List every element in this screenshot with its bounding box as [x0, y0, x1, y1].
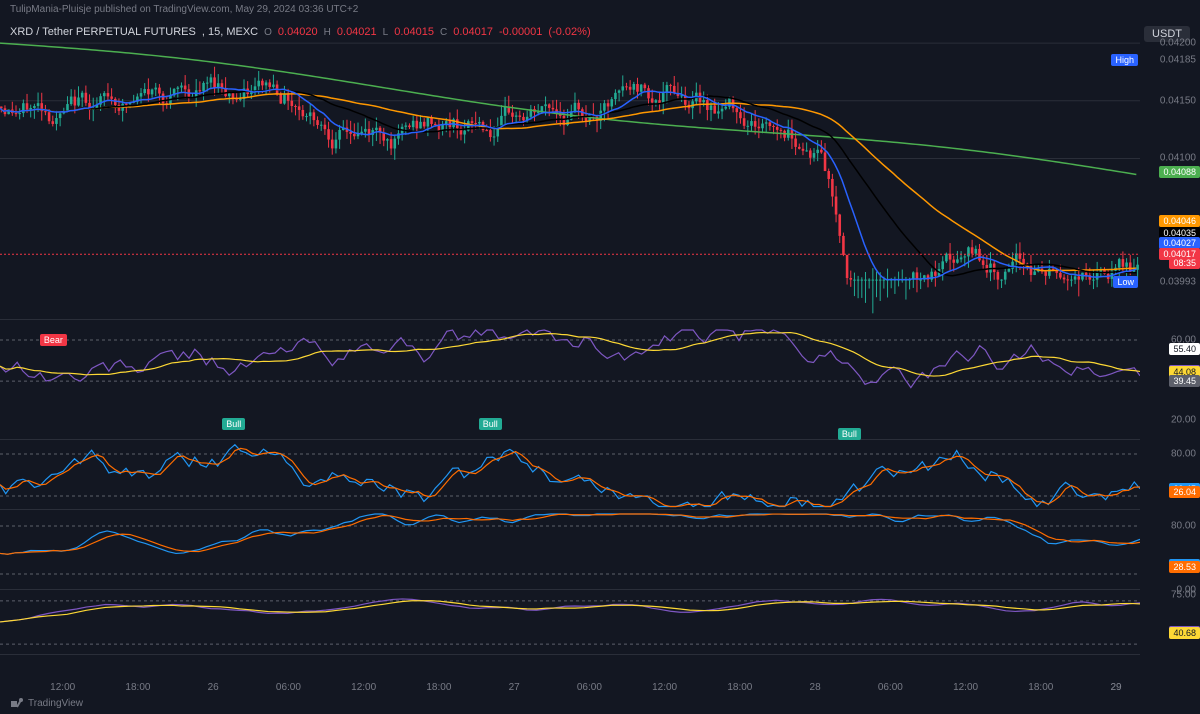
low-label: Low — [1113, 276, 1138, 288]
publish-header: TulipMania-Pluisje published on TradingV… — [10, 4, 358, 15]
price-label: 0.04088 — [1159, 166, 1200, 178]
indicator-label: 26.04 — [1169, 486, 1200, 498]
indicator-label: 28.53 — [1169, 561, 1200, 573]
price-tick: 75.00 — [1171, 590, 1196, 601]
price-tick: 0.03993 — [1160, 276, 1196, 287]
price-tick: 0.04150 — [1160, 95, 1196, 106]
time-tick: 12:00 — [50, 682, 75, 693]
indicator-label: 39.45 — [1169, 375, 1200, 387]
high-label: High — [1111, 54, 1138, 66]
price-label: 0.04046 — [1159, 215, 1200, 227]
time-tick: 18:00 — [1028, 682, 1053, 693]
time-axis[interactable]: 12:00 18:00 26 06:00 12:00 18:00 27 06:00 12:00 1… — [0, 682, 1140, 696]
price-tick: 20.00 — [1171, 415, 1196, 426]
time-tick: 29 — [1110, 682, 1121, 693]
time-tick: 06:00 — [878, 682, 903, 693]
time-tick: 18:00 — [426, 682, 451, 693]
time-tick: 06:00 — [577, 682, 602, 693]
price-label: 0.04027 — [1159, 237, 1200, 249]
time-tick: 12:00 — [953, 682, 978, 693]
time-tick: 28 — [810, 682, 821, 693]
price-tick: 80.00 — [1171, 449, 1196, 460]
time-tick: 27 — [509, 682, 520, 693]
bull-marker: Bull — [479, 418, 502, 430]
time-tick: 18:00 — [727, 682, 752, 693]
bull-marker: Bull — [222, 418, 245, 430]
price-tick: 80.00 — [1171, 521, 1196, 532]
price-label: 08:35 — [1169, 257, 1200, 269]
tv-icon — [10, 696, 24, 710]
indicator-label: 40.68 — [1169, 627, 1200, 639]
bear-marker: Bear — [40, 334, 67, 346]
chart-area[interactable]: High Low Bear Bull Bull Bull — [0, 20, 1140, 682]
time-tick: 12:00 — [351, 682, 376, 693]
time-tick: 06:00 — [276, 682, 301, 693]
price-tick: 0.04200 — [1160, 38, 1196, 49]
price-tick: 0.04185 — [1160, 55, 1196, 66]
time-tick: 12:00 — [652, 682, 677, 693]
price-tick: 60.00 — [1171, 335, 1196, 346]
price-scale[interactable]: 0.04100 0.04150 0.04200 0.04185 0.03993 0.040… — [1140, 20, 1200, 682]
bull-marker: Bull — [838, 428, 861, 440]
price-tick: 0.04100 — [1160, 153, 1196, 164]
tradingview-logo[interactable]: TradingView — [10, 696, 83, 710]
time-tick: 18:00 — [125, 682, 150, 693]
time-tick: 26 — [208, 682, 219, 693]
